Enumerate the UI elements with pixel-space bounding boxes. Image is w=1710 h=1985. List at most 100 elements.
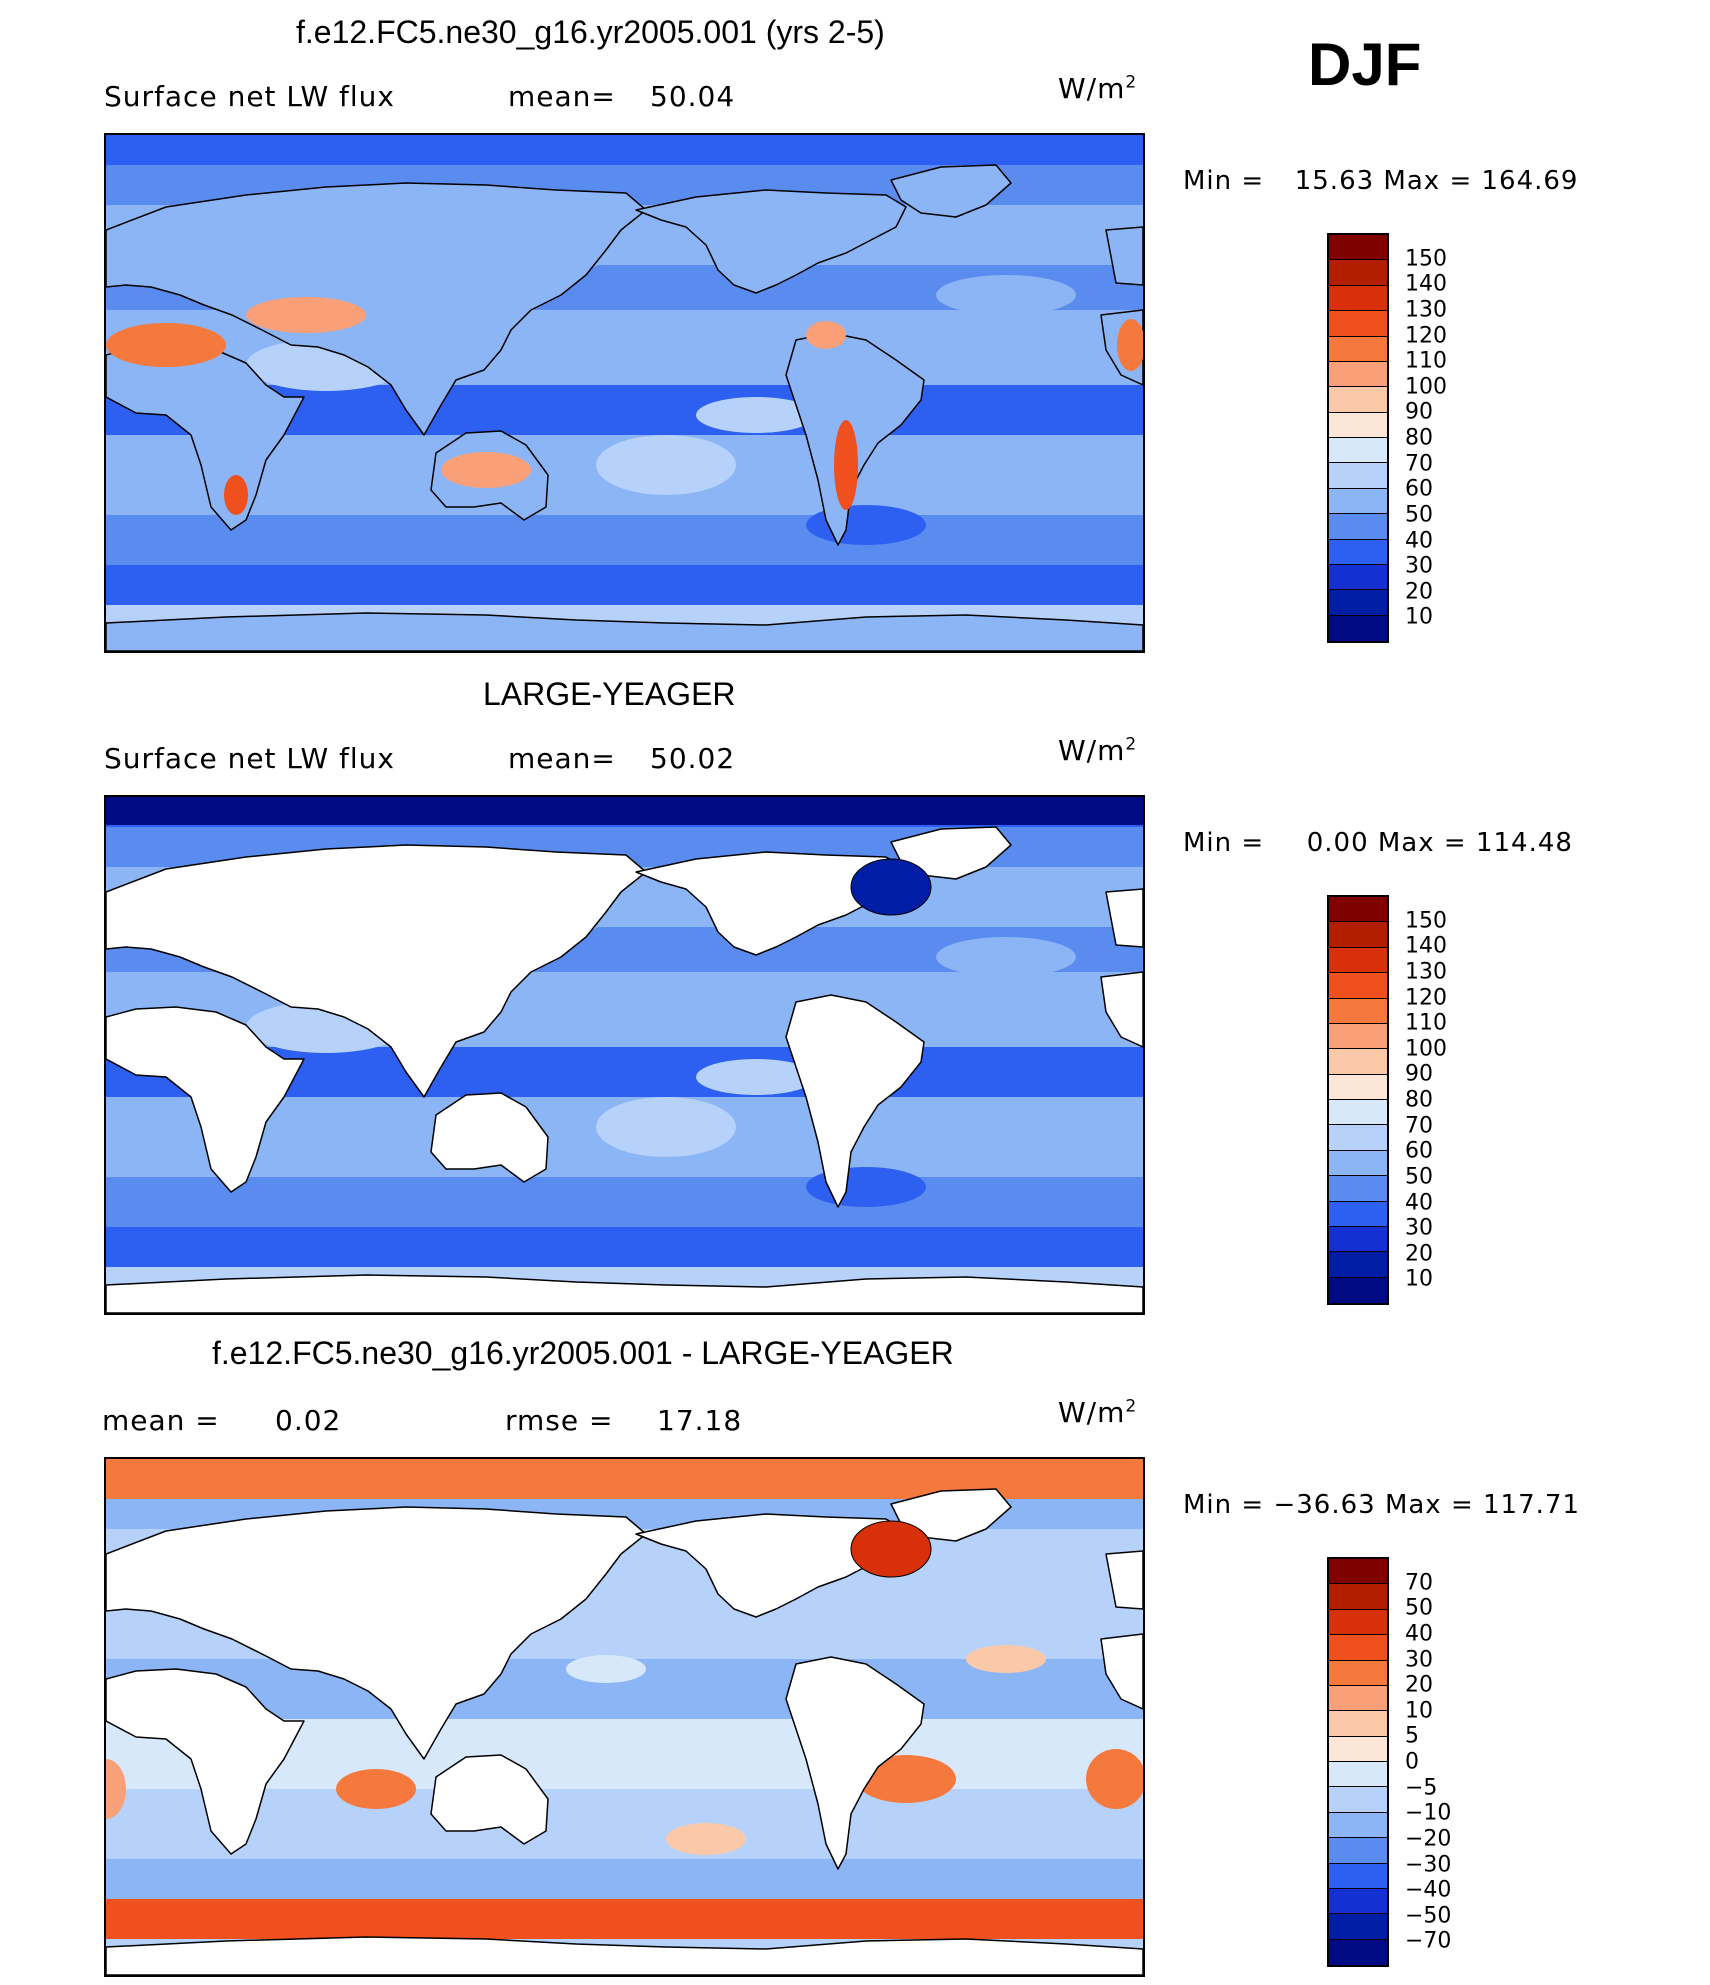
- colorbar-swatch: [1329, 361, 1387, 388]
- warm-land-region: [106, 323, 226, 367]
- continent-north-america: [635, 851, 907, 956]
- panel-1-colorbar: [1327, 233, 1389, 643]
- field-band: [106, 565, 1143, 605]
- warm-land-region: [246, 297, 366, 333]
- colorbar-tick-label: 40: [1405, 1621, 1433, 1647]
- field-band: [106, 515, 1143, 565]
- colorbar-tick-label: 140: [1405, 271, 1447, 297]
- colorbar-swatch: [1329, 387, 1387, 413]
- field-band: [106, 1227, 1143, 1267]
- colorbar-tick-label: 70: [1405, 1570, 1433, 1596]
- colorbar-swatch: [1329, 564, 1387, 591]
- colorbar-tick-label: 0: [1405, 1749, 1419, 1775]
- continent-north-america: [635, 1513, 907, 1618]
- colorbar-swatch: [1329, 311, 1387, 337]
- colorbar-swatch: [1329, 1736, 1387, 1762]
- colorbar-swatch: [1329, 1125, 1387, 1151]
- panel-2-colorbar: [1327, 895, 1389, 1305]
- continent-south-america: [785, 994, 925, 1208]
- colorbar-tick-label: 150: [1405, 908, 1447, 934]
- colorbar-swatch: [1329, 1787, 1387, 1813]
- colorbar-swatch: [1329, 590, 1387, 616]
- continent-africa: [106, 1006, 305, 1193]
- warm-land-region: [806, 321, 846, 349]
- colorbar-swatch: [1329, 1023, 1387, 1050]
- panel-1-mean-value: 50.04: [650, 80, 736, 113]
- panel-1-variable-label: Surface net LW flux: [104, 80, 395, 113]
- colorbar-tick-label: 70: [1405, 451, 1433, 477]
- colorbar-swatch: [1329, 235, 1387, 261]
- colorbar-tick-label: 30: [1405, 1647, 1433, 1672]
- colorbar-tick-label: 40: [1405, 528, 1433, 553]
- colorbar-swatch: [1329, 336, 1387, 362]
- colorbar-swatch: [1329, 1584, 1387, 1610]
- colorbar-tick-label: 120: [1405, 985, 1447, 1010]
- continent-north-america: [635, 189, 907, 294]
- field-blob: [596, 435, 736, 495]
- colorbar-tick-label: 150: [1405, 246, 1447, 272]
- colorbar-tick-label: 80: [1405, 425, 1433, 451]
- colorbar-swatch: [1329, 1609, 1387, 1636]
- warm-land-region: [834, 420, 858, 510]
- arctic-band: [106, 797, 1143, 825]
- continent-europe-east: [1105, 1550, 1143, 1610]
- panel-1-units: W/m2: [1058, 72, 1138, 105]
- colorbar-tick-label: 80: [1405, 1087, 1433, 1113]
- colorbar-swatch: [1329, 1635, 1387, 1661]
- map-field: [106, 1459, 1143, 1975]
- field-blob: [666, 1823, 746, 1855]
- panel-1-minmax: Min = 15.63 Max = 164.69: [1183, 166, 1579, 196]
- continent-west-africa-east: [1100, 971, 1143, 1048]
- colorbar-tick-label: 110: [1405, 348, 1447, 374]
- colorbar-tick-label: 130: [1405, 959, 1447, 985]
- colorbar-swatch: [1329, 1863, 1387, 1889]
- panel-2-map: [104, 795, 1145, 1315]
- continent-australia: [430, 1754, 549, 1845]
- continent-south-america: [785, 1656, 925, 1870]
- panel-3-title: f.e12.FC5.ne30_g16.yr2005.001 - LARGE-YE…: [212, 1335, 954, 1371]
- colorbar-swatch: [1329, 1660, 1387, 1686]
- colorbar-swatch: [1329, 514, 1387, 540]
- warm-land-region: [224, 475, 248, 515]
- panel-1-map: [104, 133, 1145, 653]
- colorbar-tick-label: 110: [1405, 1010, 1447, 1036]
- panel-2-minmax: Min = 0.00 Max = 114.48: [1183, 828, 1573, 858]
- colorbar-swatch: [1329, 973, 1387, 999]
- panel-2-mean-label: mean=: [508, 742, 616, 775]
- warm-land-region: [1117, 319, 1143, 371]
- colorbar-tick-label: −40: [1405, 1877, 1452, 1903]
- colorbar-swatch: [1329, 1838, 1387, 1864]
- colorbar-swatch: [1329, 922, 1387, 948]
- colorbar-swatch: [1329, 1888, 1387, 1915]
- panel-3-colorbar: [1327, 1557, 1389, 1967]
- colorbar-tick-label: 10: [1405, 1698, 1433, 1724]
- colorbar-tick-label: −70: [1405, 1928, 1452, 1954]
- colorbar-swatch: [1329, 947, 1387, 974]
- colorbar-swatch: [1329, 1252, 1387, 1278]
- colorbar-tick-label: 10: [1405, 1266, 1433, 1292]
- colorbar-swatch: [1329, 260, 1387, 286]
- colorbar-tick-label: 130: [1405, 297, 1447, 323]
- colorbar-tick-label: 50: [1405, 1164, 1433, 1190]
- field-blob: [566, 1655, 646, 1683]
- colorbar-swatch: [1329, 488, 1387, 515]
- colorbar-swatch: [1329, 1914, 1387, 1940]
- colorbar-swatch: [1329, 1201, 1387, 1227]
- colorbar-swatch: [1329, 285, 1387, 312]
- continent-eurasia: [106, 182, 647, 436]
- panel-2-title: LARGE-YEAGER: [483, 676, 736, 712]
- colorbar-swatch: [1329, 1277, 1387, 1303]
- field-band: [106, 1789, 1143, 1859]
- field-band: [106, 1859, 1143, 1899]
- continent-antarctica: [106, 1936, 1143, 1975]
- panel-3-rmse-value: 17.18: [657, 1404, 743, 1437]
- field-blob: [856, 1755, 956, 1803]
- colorbar-tick-label: 60: [1405, 476, 1433, 502]
- colorbar-tick-label: 60: [1405, 1138, 1433, 1164]
- field-blob: [936, 275, 1076, 315]
- colorbar-tick-label: 40: [1405, 1190, 1433, 1215]
- colorbar-swatch: [1329, 1685, 1387, 1712]
- panel-3-units: W/m2: [1058, 1396, 1138, 1429]
- field-blob: [966, 1645, 1046, 1673]
- colorbar-swatch: [1329, 615, 1387, 641]
